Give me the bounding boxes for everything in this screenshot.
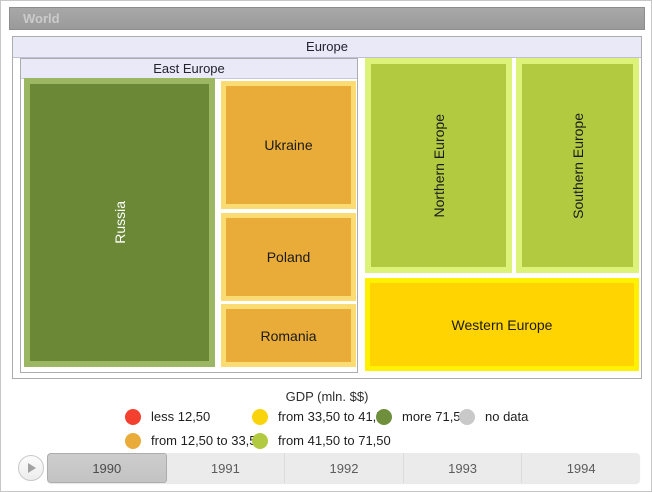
- timeline-year-1993[interactable]: 1993: [404, 453, 523, 483]
- treemap-tile-western-europe[interactable]: Western Europe: [365, 278, 639, 371]
- world-breadcrumb-label: World: [23, 11, 60, 26]
- legend-label: from 41,50 to 71,50: [278, 433, 391, 448]
- legend-swatch: [459, 408, 475, 425]
- legend-item-41-50-to-71-50: from 41,50 to 71,50: [252, 432, 391, 449]
- legend-swatch: [125, 432, 141, 449]
- timeline-year-1992[interactable]: 1992: [285, 453, 404, 483]
- legend-swatch: [252, 432, 268, 449]
- world-breadcrumb-bar[interactable]: World: [9, 7, 645, 30]
- legend-item-no-data: no data: [459, 408, 528, 425]
- legend-swatch: [376, 408, 392, 425]
- treemap-tile-russia[interactable]: Russia: [24, 78, 215, 367]
- tile-label: Western Europe: [451, 316, 553, 333]
- treemap-tile-northern-europe[interactable]: Northern Europe: [365, 58, 512, 273]
- treemap-tile-southern-europe[interactable]: Southern Europe: [516, 58, 639, 273]
- legend-label: more 71,50: [402, 409, 468, 424]
- legend-title: GDP (mln. $$): [285, 389, 369, 404]
- legend-label: no data: [485, 409, 529, 424]
- legend-label: from 33,50 to 41,50: [278, 409, 391, 424]
- tile-label: Ukraine: [264, 137, 313, 153]
- legend-swatch: [125, 408, 141, 425]
- timeline-year-1991[interactable]: 1991: [167, 453, 286, 483]
- legend-label: less 12,50: [151, 409, 211, 424]
- treemap-group-header-east-europe[interactable]: East Europe: [21, 59, 357, 79]
- tile-label: Russia: [111, 201, 128, 244]
- timeline[interactable]: 1990 1991 1992 1993 1994: [47, 453, 640, 483]
- timeline-year-1994[interactable]: 1994: [566, 460, 596, 476]
- legend-item-more-71-50: more 71,50: [376, 408, 468, 425]
- play-button[interactable]: [18, 455, 44, 481]
- treemap-group-east-europe: East Europe Russia Ukraine Poland Romani…: [20, 58, 358, 373]
- legend-label: from 12,50 to 33,50: [151, 433, 264, 448]
- tile-label: Southern Europe: [569, 112, 586, 219]
- play-icon: [28, 463, 36, 473]
- legend-swatch: [252, 408, 268, 425]
- treemap: Europe East Europe Russia Ukraine Poland…: [12, 36, 642, 379]
- treemap-tile-ukraine[interactable]: Ukraine: [221, 81, 356, 209]
- treemap-tile-romania[interactable]: Romania: [221, 304, 356, 367]
- tile-label: Poland: [266, 249, 311, 265]
- legend-item-12-50-to-33-50: from 12,50 to 33,50: [125, 432, 264, 449]
- legend-item-33-50-to-41-50: from 33,50 to 41,50: [252, 408, 391, 425]
- legend-item-less-12-50: less 12,50: [125, 408, 210, 425]
- treemap-group-header-europe[interactable]: Europe: [13, 37, 641, 58]
- tile-label: Romania: [260, 327, 317, 344]
- tile-label: Northern Europe: [430, 113, 447, 218]
- treemap-tile-poland[interactable]: Poland: [221, 213, 356, 301]
- timeline-year-1990[interactable]: 1990: [47, 453, 167, 483]
